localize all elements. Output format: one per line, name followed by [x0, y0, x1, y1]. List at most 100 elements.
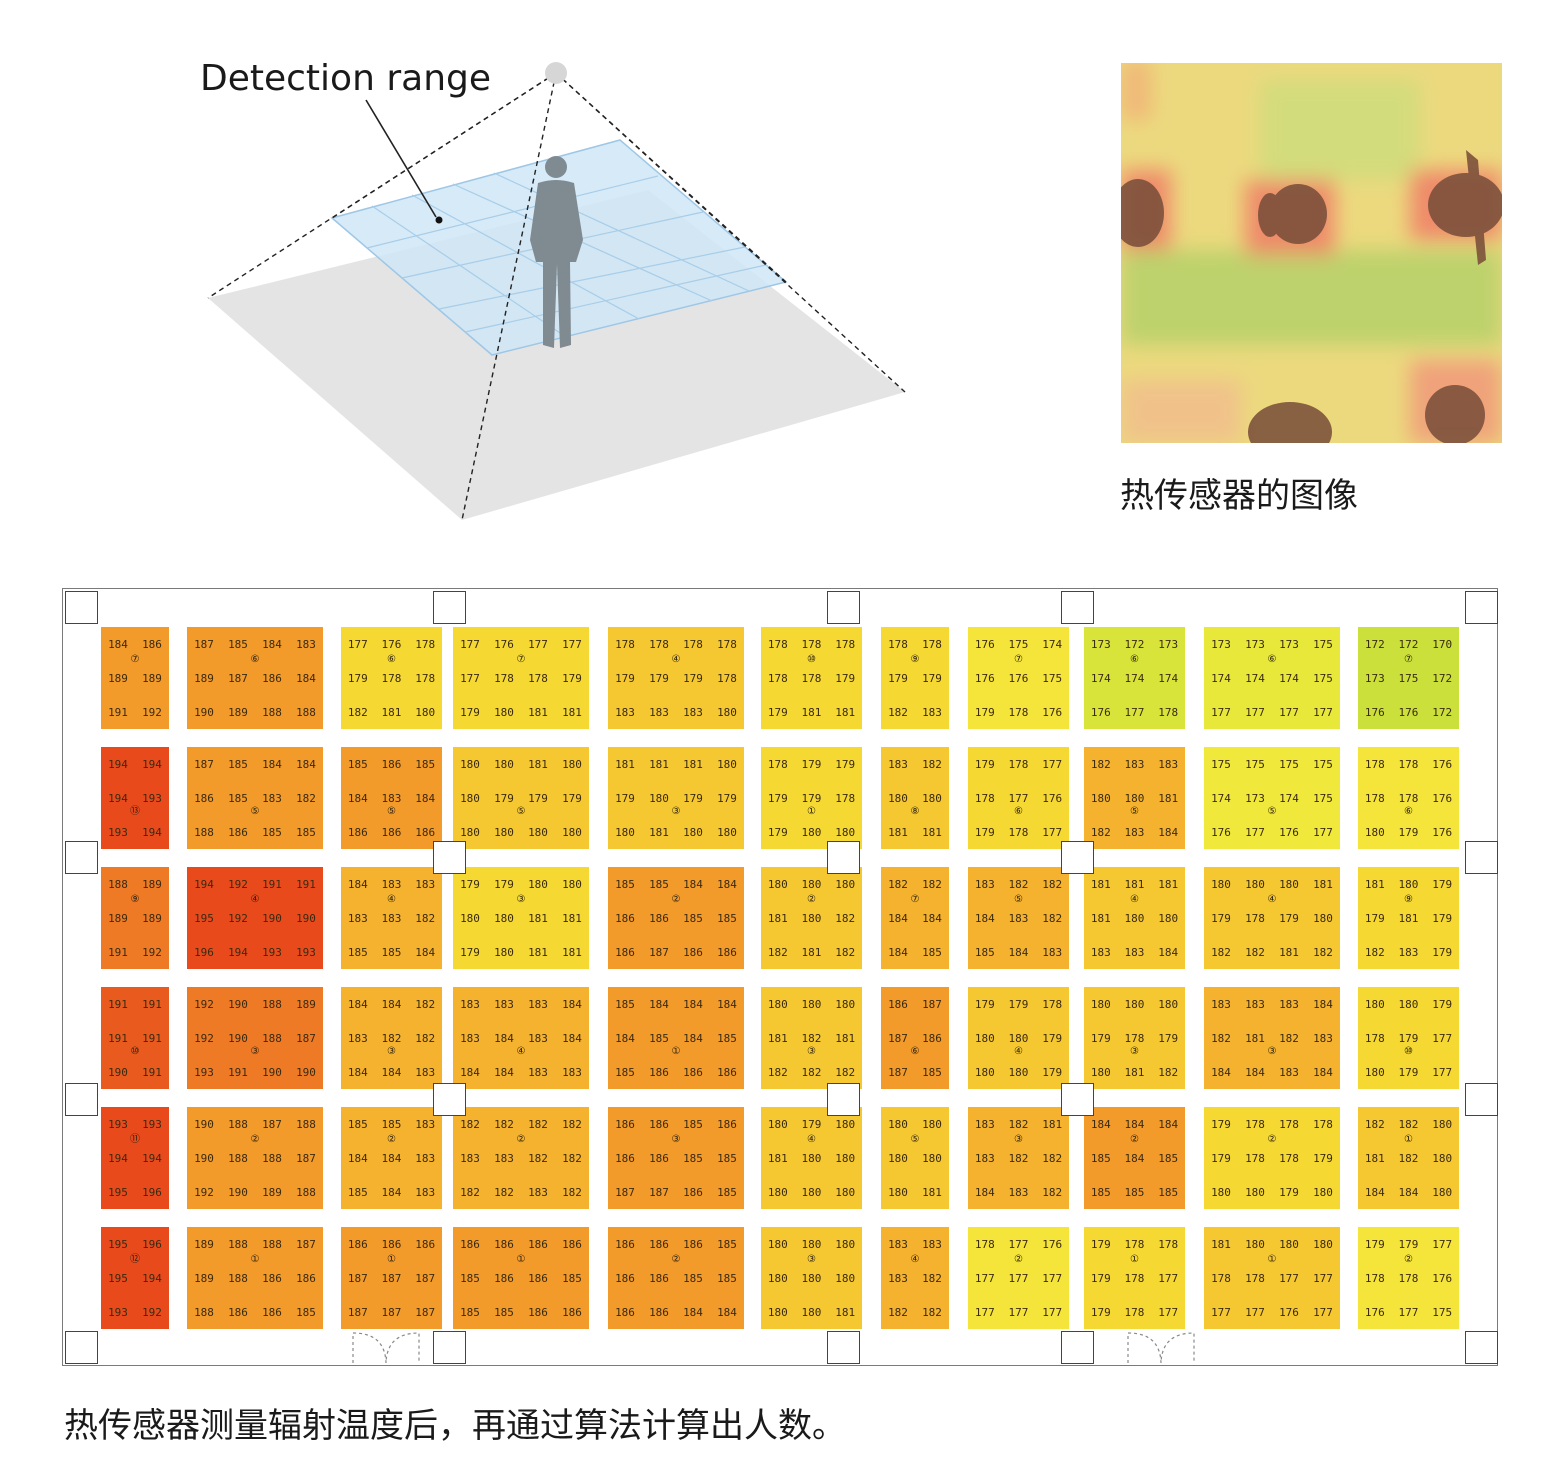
cell-value-row: 184 183 182 — [968, 913, 1069, 925]
cell-number: ② — [250, 1134, 260, 1145]
cell-value: 179 — [347, 672, 368, 685]
cell-value-row: 186 186 186 — [341, 1239, 442, 1251]
cell-value-row: 179 180 181 181 — [453, 707, 589, 719]
sensor-cell: 177 176 178 179 178 178 182 181 180 ⑥ — [341, 627, 442, 729]
cell-value: 189 — [142, 912, 162, 925]
cell-value: 173 — [1090, 638, 1111, 651]
cell-value: 180 — [1090, 998, 1111, 1011]
cell-value: 182 — [1042, 878, 1063, 891]
cell-value: 177 — [460, 638, 480, 651]
cell-value: 196 — [142, 1186, 162, 1199]
cell-value: 184 — [381, 1066, 402, 1079]
cell-value: 193 — [142, 1118, 162, 1131]
thermal-image-caption: 热传感器的图像 — [1120, 476, 1358, 516]
sensor-cell: 175 175 175 175 174 173 174 175 176 177 176 177 ⑤ — [1204, 747, 1340, 849]
cell-value: 178 — [1158, 1238, 1179, 1251]
cell-value: 179 — [1364, 912, 1385, 925]
cell-value: 180 — [767, 1272, 788, 1285]
cell-value-row: 180 180 179 — [968, 1067, 1069, 1079]
cell-value: 180 — [460, 912, 480, 925]
cell-value: 181 — [683, 758, 703, 771]
sensor-cell: 180 180 181 180 180 179 179 179 180 180 180 180 ⑤ — [453, 747, 589, 849]
cell-number: ④ — [387, 894, 396, 905]
cell-value: 184 — [1245, 1066, 1265, 1079]
cell-value: 194 — [228, 946, 248, 959]
cell-value: 179 — [460, 706, 480, 719]
cell-number: ⑪ — [130, 1134, 140, 1145]
cell-value: 183 — [1279, 998, 1299, 1011]
cell-value: 189 — [194, 672, 214, 685]
cell-value: 184 — [347, 1066, 368, 1079]
cell-value: 184 — [347, 878, 368, 891]
cell-value: 179 — [615, 792, 635, 805]
cell-value: 180 — [888, 1118, 908, 1131]
detection-range-label: Detection range — [200, 58, 492, 99]
cell-value: 177 — [460, 672, 480, 685]
cell-value: 180 — [1313, 1186, 1333, 1199]
cell-value: 183 — [460, 1152, 480, 1165]
cell-value: 184 — [347, 792, 368, 805]
cell-value: 174 — [1245, 672, 1265, 685]
cell-value: 180 — [1279, 878, 1299, 891]
cell-value: 194 — [194, 878, 214, 891]
cell-value: 195 — [108, 1272, 128, 1285]
cell-value: 182 — [1364, 946, 1385, 959]
cell-value-row: 181 180 182 — [761, 913, 862, 925]
sensor-cell: 183 183 183 184 182 181 182 183 184 184 183 184 ③ — [1204, 987, 1340, 1089]
cell-value: 182 — [381, 1032, 402, 1045]
cell-value: 179 — [835, 672, 856, 685]
cell-value: 186 — [494, 1238, 514, 1251]
cell-value: 180 — [801, 1272, 822, 1285]
cell-value: 179 — [1158, 1032, 1179, 1045]
cell-value: 185 — [615, 998, 635, 1011]
cell-value: 182 — [1008, 878, 1029, 891]
cell-value: 182 — [922, 1306, 942, 1319]
cell-value: 178 — [835, 638, 856, 651]
sensor-cell: 194 194 194 193 193 194 ⑬ — [101, 747, 169, 849]
cell-value: 176 — [1364, 1306, 1385, 1319]
sensor-cell: 195 196 195 194 193 192 ⑫ — [101, 1227, 169, 1329]
cell-value-row: 185 186 186 186 — [608, 1067, 744, 1079]
cell-value: 178 — [767, 758, 788, 771]
cell-value: 178 — [683, 638, 703, 651]
cell-value: 182 — [767, 1066, 788, 1079]
cell-value: 181 — [767, 1032, 788, 1045]
pillar — [1061, 841, 1094, 874]
cell-value-row: 172 172 170 — [1358, 639, 1459, 651]
cell-value: 183 — [888, 758, 908, 771]
cell-value-row: 180 179 177 — [1358, 1067, 1459, 1079]
cell-value: 194 — [142, 1152, 162, 1165]
cell-value: 180 — [528, 826, 548, 839]
cell-number: ⑩ — [130, 1046, 140, 1057]
cell-value: 187 — [649, 946, 669, 959]
cell-value: 186 — [528, 1306, 548, 1319]
cell-value: 184 — [1158, 946, 1179, 959]
cell-value: 184 — [1124, 1152, 1145, 1165]
cell-value: 188 — [262, 1152, 282, 1165]
cell-value-row: 185 185 184 184 — [608, 879, 744, 891]
cell-value: 195 — [194, 912, 214, 925]
cell-value: 180 — [460, 826, 480, 839]
sensor-cell: 179 179 177 178 178 176 176 177 175 ② — [1358, 1227, 1459, 1329]
cell-value: 179 — [528, 792, 548, 805]
sensor-cell: 186 186 186 186 185 186 186 185 185 185 186 186 ① — [453, 1227, 589, 1329]
cell-value: 182 — [460, 1186, 480, 1199]
cell-value: 183 — [1279, 1066, 1299, 1079]
cell-number: ⑥ — [1404, 806, 1413, 817]
cell-value-row: 180 180 180 — [1084, 999, 1185, 1011]
cell-value: 177 — [562, 638, 582, 651]
cell-value: 184 — [494, 1066, 514, 1079]
cell-value: 186 — [562, 1238, 582, 1251]
cell-value: 188 — [296, 706, 316, 719]
cell-value: 186 — [262, 672, 282, 685]
cell-number: ① — [250, 1254, 260, 1265]
cell-value: 180 — [835, 1238, 856, 1251]
cell-value: 180 — [767, 1306, 788, 1319]
cell-value: 185 — [296, 1306, 316, 1319]
cell-value: 189 — [194, 1238, 214, 1251]
cell-number: ⑤ — [387, 806, 396, 817]
cell-value: 176 — [1279, 1306, 1299, 1319]
cell-value: 178 — [767, 638, 788, 651]
cell-value-row: 179 178 177 — [968, 827, 1069, 839]
cell-value-row: 183 183 184 — [1084, 947, 1185, 959]
